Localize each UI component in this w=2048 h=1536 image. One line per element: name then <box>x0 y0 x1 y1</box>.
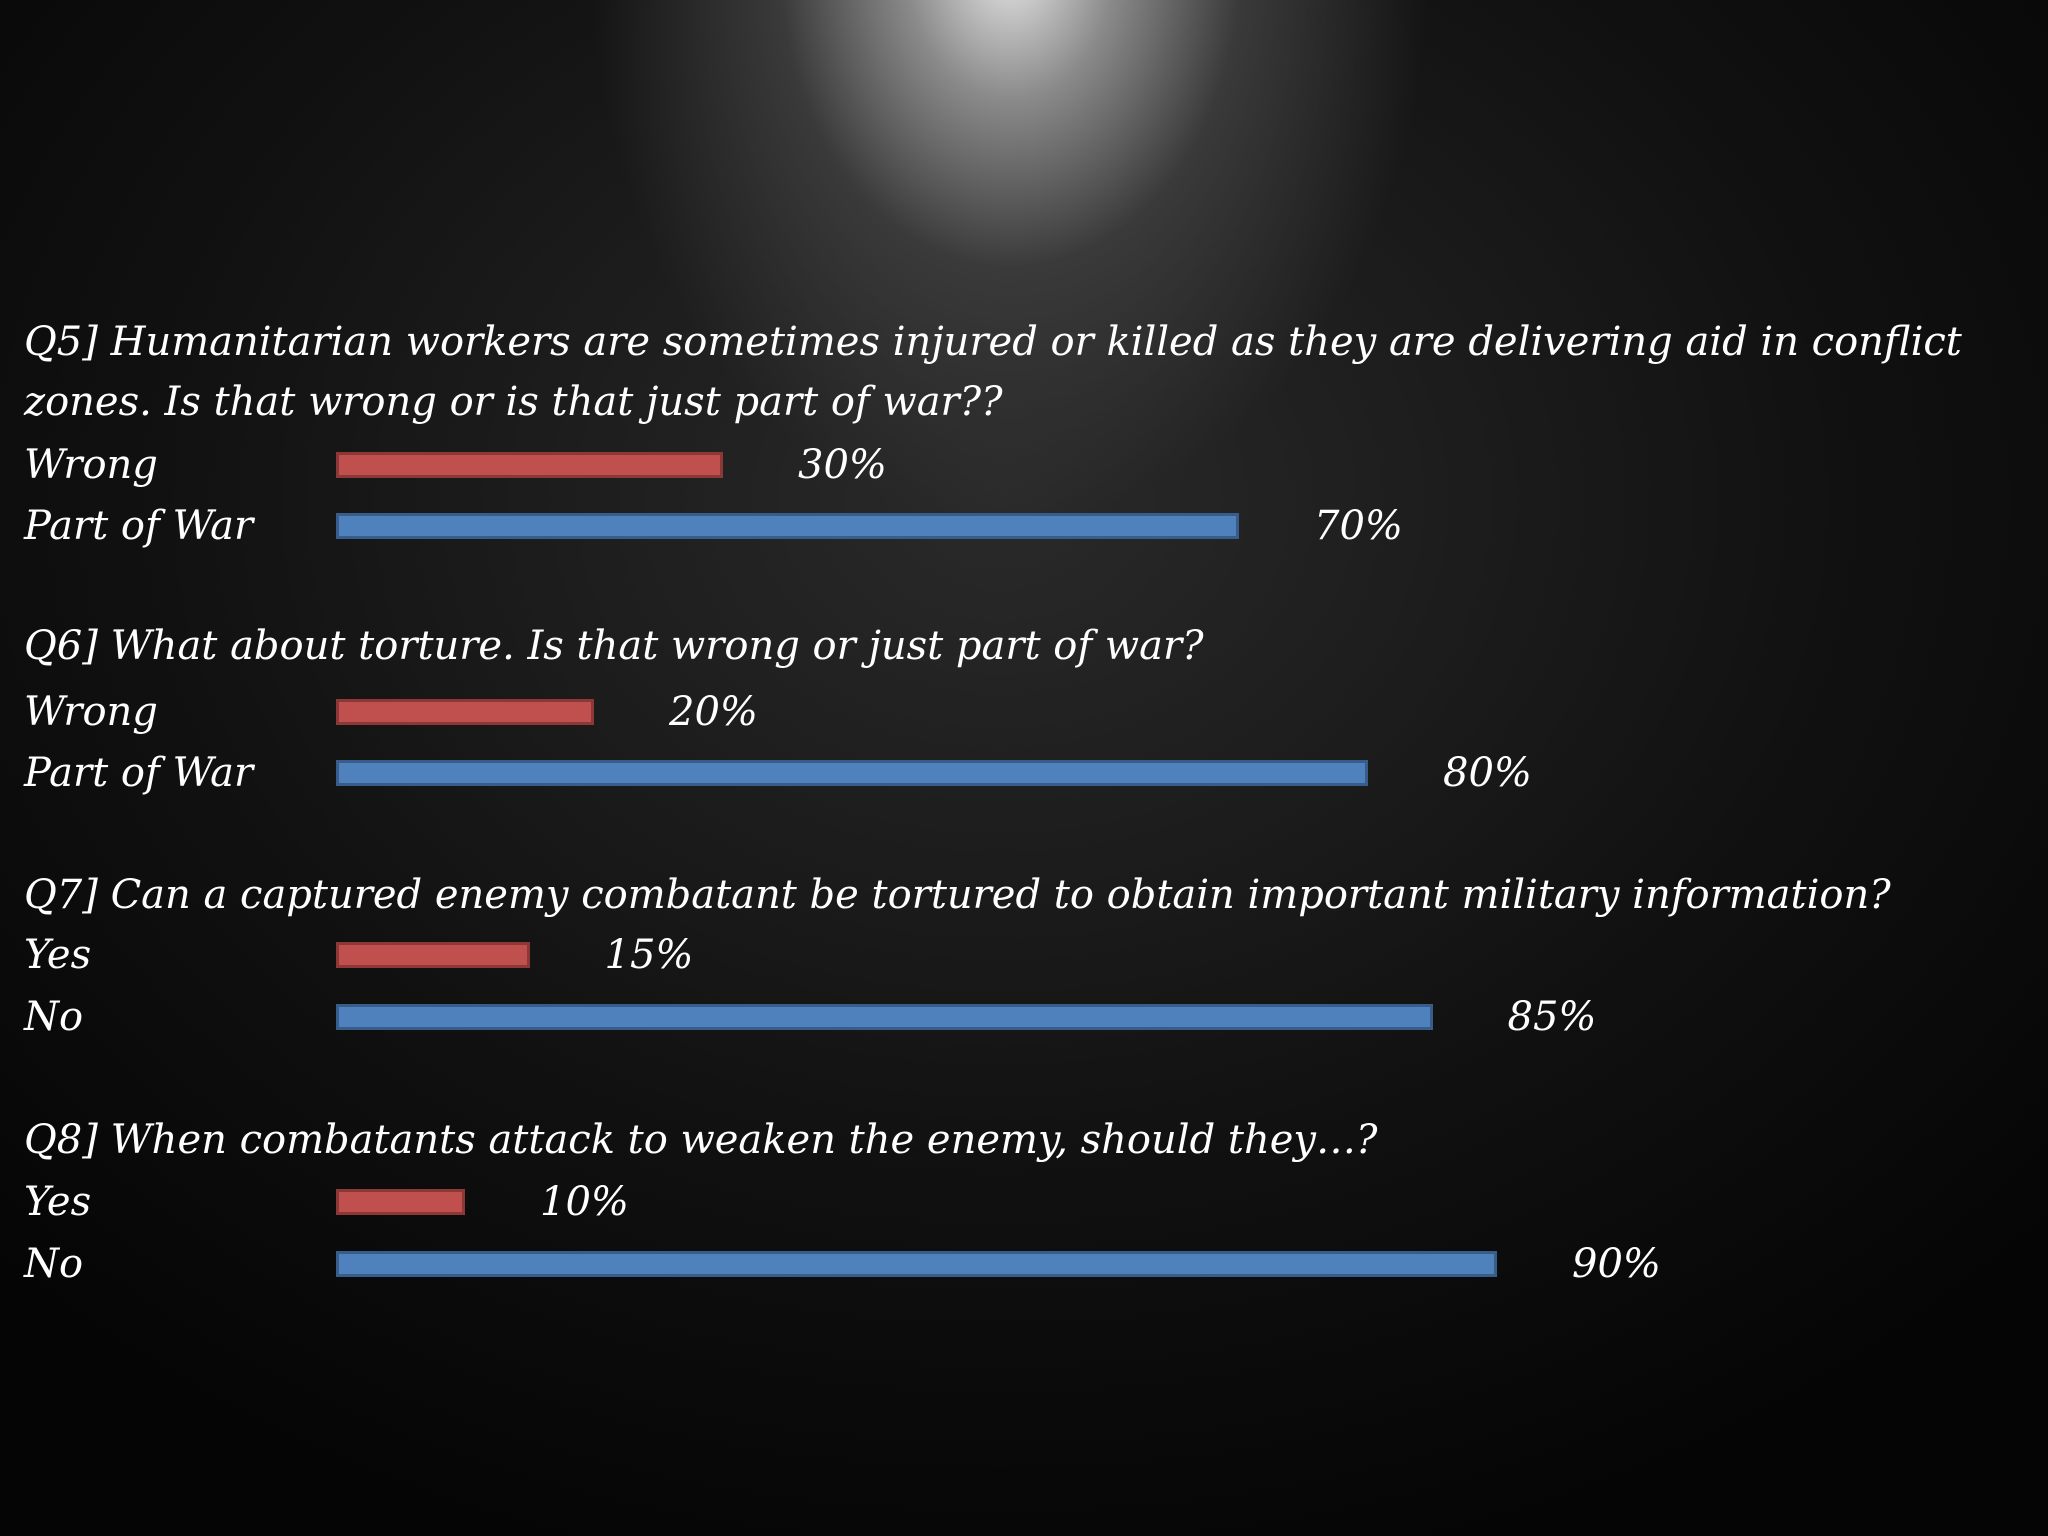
category-label: Wrong <box>24 689 158 735</box>
value-label: 80% <box>1443 750 1532 796</box>
value-label: 20% <box>669 689 758 735</box>
category-label: Part of War <box>24 750 254 796</box>
category-label: Wrong <box>24 442 158 488</box>
category-label: No <box>24 1241 84 1287</box>
category-label: Yes <box>24 1179 92 1225</box>
bar <box>336 1004 1433 1030</box>
question-title: Q7] Can a captured enemy combatant be to… <box>24 872 1891 918</box>
question-title: Q8] When combatants attack to weaken the… <box>24 1117 1378 1163</box>
bar <box>336 942 530 968</box>
value-label: 30% <box>798 442 887 488</box>
bar <box>336 513 1239 539</box>
value-label: 90% <box>1572 1241 1661 1287</box>
value-label: 15% <box>604 932 694 978</box>
bar <box>336 452 723 478</box>
bar <box>336 1189 465 1215</box>
value-label: 10% <box>540 1179 629 1225</box>
bar <box>336 699 594 725</box>
category-label: Part of War <box>24 503 254 549</box>
value-label: 85% <box>1507 994 1597 1040</box>
question-title: Q5] Humanitarian workers are sometimes i… <box>24 319 1962 425</box>
question-title: Q6] What about torture. Is that wrong or… <box>24 623 1204 669</box>
value-label: 70% <box>1314 503 1403 549</box>
category-label: Yes <box>24 932 92 978</box>
category-label: No <box>24 994 84 1040</box>
bar <box>336 760 1368 786</box>
bar <box>336 1251 1497 1277</box>
